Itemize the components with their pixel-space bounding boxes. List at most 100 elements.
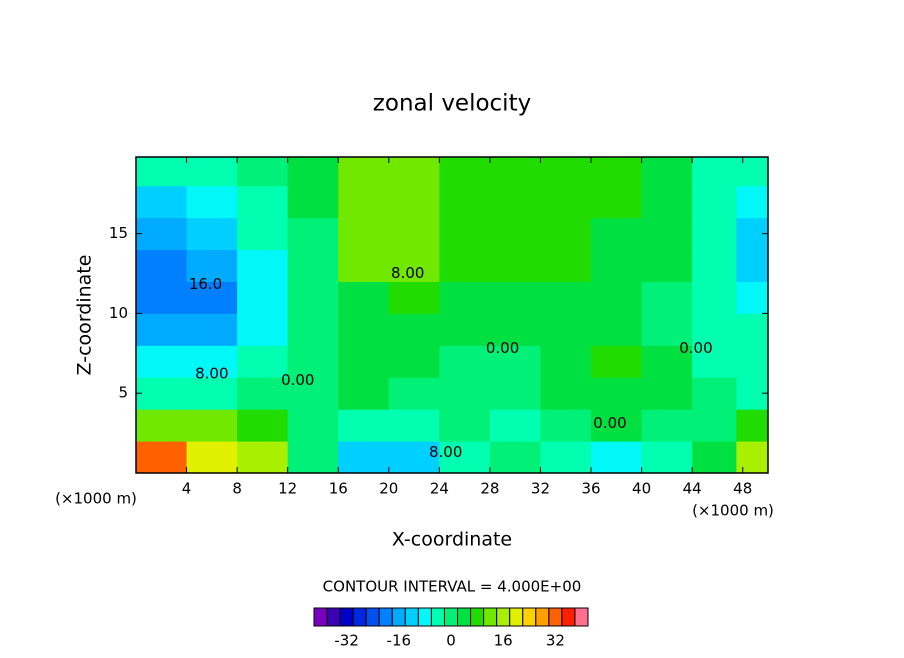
colorbar-tick-label: -32 (334, 632, 359, 650)
contour-cell (641, 185, 693, 219)
colorbar-box (430, 607, 445, 627)
contour-cell (692, 345, 737, 378)
contour-cell (136, 441, 188, 474)
colorbar-box (483, 607, 498, 627)
contour-label: 0.00 (281, 371, 314, 389)
x-tick-label: 16 (329, 480, 348, 498)
contour-label: 8.00 (391, 264, 424, 282)
contour-cell (736, 157, 769, 187)
contour-cell (439, 377, 491, 410)
contour-cell (591, 409, 643, 442)
contour-cell (540, 217, 592, 251)
contour-cell (136, 345, 188, 378)
contour-cell (489, 441, 541, 474)
x-tick-label: 24 (430, 480, 449, 498)
x-axis-label: X-coordinate (392, 529, 512, 551)
contour-cell (736, 185, 769, 219)
colorbar-box (339, 607, 354, 627)
colorbar-box (417, 607, 432, 627)
contour-cell (439, 409, 491, 442)
contour-cell (692, 409, 737, 442)
contour-cell (489, 377, 541, 410)
x-tick-label: 36 (581, 480, 600, 498)
contour-cell (489, 281, 541, 314)
contour-cell (287, 185, 339, 219)
contour-cell (439, 185, 491, 219)
x-tick-label: 20 (379, 480, 398, 498)
chart-title: zonal velocity (373, 91, 531, 117)
contour-label: 16.0 (189, 275, 222, 293)
colorbar-box (574, 607, 589, 627)
contour-cell (338, 217, 390, 251)
contour-cell (338, 313, 390, 346)
contour-cell (591, 313, 643, 346)
contour-cell (287, 249, 339, 282)
colorbar-box (365, 607, 380, 627)
contour-cell (287, 409, 339, 442)
contour-cell (338, 441, 390, 474)
contour-label: 8.00 (195, 365, 228, 383)
contour-cell (237, 249, 289, 282)
contour-cell (186, 409, 238, 442)
contour-cell (237, 377, 289, 410)
colorbar-box (443, 607, 459, 627)
contour-cell (641, 345, 693, 378)
contour-cell (237, 157, 289, 187)
contour-cell (439, 217, 491, 251)
x-tick-label: 40 (632, 480, 651, 498)
contour-cell (692, 217, 737, 251)
contour-cell (439, 313, 491, 346)
x-tick-label: 8 (232, 480, 242, 498)
contour-cell (692, 249, 737, 282)
contour-cell (736, 281, 769, 314)
contour-cell (136, 313, 188, 346)
contour-cell (641, 217, 693, 251)
contour-cell (439, 249, 491, 282)
colorbar-box (509, 607, 524, 627)
contour-cell (489, 409, 541, 442)
colorbar-box (352, 607, 367, 627)
colorbar-box (496, 607, 511, 627)
y-tick-label: 15 (109, 224, 128, 242)
contour-cell (540, 281, 592, 314)
contour-cell (692, 185, 737, 219)
colorbar-box (378, 607, 393, 627)
contour-cell (736, 345, 769, 378)
contour-cell (338, 249, 390, 282)
contour-cell (237, 185, 289, 219)
contour-cell (287, 157, 339, 187)
contour-label: 0.00 (486, 339, 519, 357)
contour-cell (641, 313, 693, 346)
contour-cell (287, 313, 339, 346)
x-tick-label: 48 (733, 480, 752, 498)
colorbar-box (522, 607, 537, 627)
contour-cell (439, 345, 491, 378)
colorbar-box (548, 607, 563, 627)
contour-cell (136, 377, 188, 410)
contour-cell (540, 185, 592, 219)
contour-cell (186, 345, 238, 378)
contour-cell (186, 441, 238, 474)
contour-cell (489, 185, 541, 219)
y-unit: (×1000 m) (55, 490, 137, 508)
contour-cell (591, 281, 643, 314)
x-tick-label: 4 (182, 480, 192, 498)
colorbar-box (457, 607, 472, 627)
contour-cell (641, 441, 693, 474)
contour-label: 0.00 (679, 339, 712, 357)
contour-cell (388, 409, 440, 442)
contour-cell (388, 377, 440, 410)
contour-cell (489, 345, 541, 378)
contour-cell (237, 441, 289, 474)
colorbar-box (391, 607, 406, 627)
contour-cell (338, 409, 390, 442)
contour-cell (489, 157, 541, 187)
contour-cell (489, 249, 541, 282)
contour-cell (237, 217, 289, 251)
contour-cell (591, 345, 643, 378)
colorbar-box (535, 607, 550, 627)
contour-cell (641, 157, 693, 187)
contour-cell (287, 345, 339, 378)
contour-cell (388, 217, 440, 251)
colorbar-tick-label: -16 (387, 632, 412, 650)
